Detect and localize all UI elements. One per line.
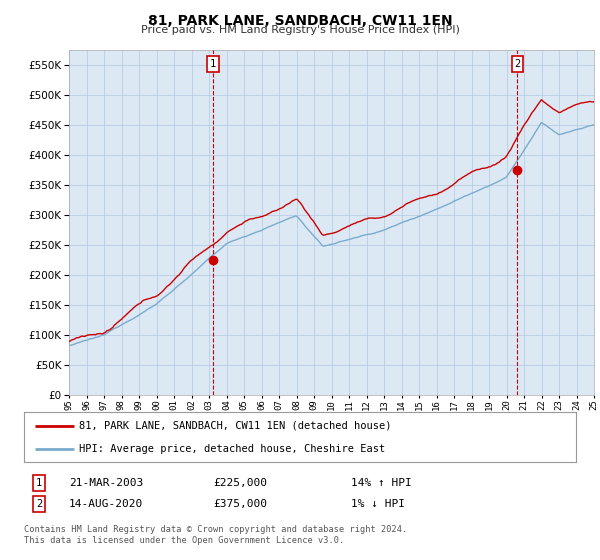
Text: Contains HM Land Registry data © Crown copyright and database right 2024.
This d: Contains HM Land Registry data © Crown c…: [24, 525, 407, 545]
Text: £225,000: £225,000: [213, 478, 267, 488]
Text: 2: 2: [514, 59, 520, 69]
Text: 21-MAR-2003: 21-MAR-2003: [69, 478, 143, 488]
Text: 14% ↑ HPI: 14% ↑ HPI: [351, 478, 412, 488]
Text: 1: 1: [36, 478, 42, 488]
Text: 81, PARK LANE, SANDBACH, CW11 1EN (detached house): 81, PARK LANE, SANDBACH, CW11 1EN (detac…: [79, 421, 392, 431]
Text: HPI: Average price, detached house, Cheshire East: HPI: Average price, detached house, Ches…: [79, 445, 385, 454]
Text: 1: 1: [210, 59, 216, 69]
Text: Price paid vs. HM Land Registry's House Price Index (HPI): Price paid vs. HM Land Registry's House …: [140, 25, 460, 35]
Text: 2: 2: [36, 499, 42, 509]
Text: 81, PARK LANE, SANDBACH, CW11 1EN: 81, PARK LANE, SANDBACH, CW11 1EN: [148, 14, 452, 28]
Text: £375,000: £375,000: [213, 499, 267, 509]
Text: 14-AUG-2020: 14-AUG-2020: [69, 499, 143, 509]
Text: 1% ↓ HPI: 1% ↓ HPI: [351, 499, 405, 509]
